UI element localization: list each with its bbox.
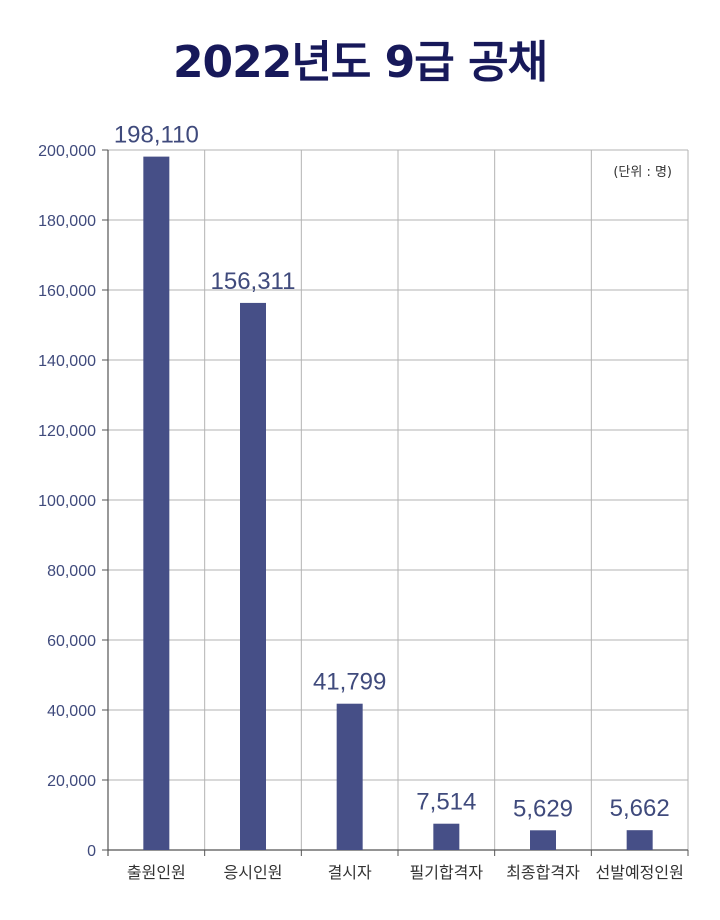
category-label: 최종합격자 [506,863,580,882]
unit-note: (단위 : 명) [613,165,672,180]
grid [108,149,689,851]
category-label: 출원인원 [127,863,186,882]
y-tick-label: 60,000 [47,633,96,650]
category-label: 응시인원 [224,863,283,882]
y-tick-label: 100,000 [38,493,96,510]
data-label: 156,311 [211,268,296,295]
y-tick-label: 200,000 [38,143,96,160]
bar [530,830,556,850]
y-tick-label: 160,000 [38,283,96,300]
y-tick-labels: 0 20,000 40,000 60,000 80,000 100,000 120,000 1… [38,143,96,860]
axes [102,149,689,856]
y-tick-label: 140,000 [38,353,96,370]
category-labels: 출원인원 응시인원 결시자 필기합격자 최종합격자 선발예정인원 [127,863,684,882]
category-label: 결시자 [328,863,372,882]
data-label: 5,629 [513,795,573,822]
data-label: 198,110 [114,122,199,149]
y-tick-label: 180,000 [38,213,96,230]
category-label: 선발예정인원 [596,863,684,882]
bar [626,830,653,850]
bar [433,823,460,850]
chart-title: 2022년도 9급 공채 [172,37,548,88]
bar [143,156,170,851]
y-tick-label: 40,000 [47,703,96,720]
bar [336,703,363,850]
category-label: 필기합격자 [410,863,484,882]
bar [240,302,266,850]
data-label: 41,799 [313,669,386,696]
bars [143,156,653,851]
data-label: 7,514 [416,789,476,816]
y-tick-label: 80,000 [47,563,96,580]
data-label: 5,662 [610,795,670,822]
y-tick-label: 0 [87,843,96,860]
y-tick-label: 20,000 [47,773,96,790]
y-tick-label: 120,000 [38,423,96,440]
data-labels: 198,110 156,311 41,799 7,514 5,629 5,662 [114,122,670,823]
